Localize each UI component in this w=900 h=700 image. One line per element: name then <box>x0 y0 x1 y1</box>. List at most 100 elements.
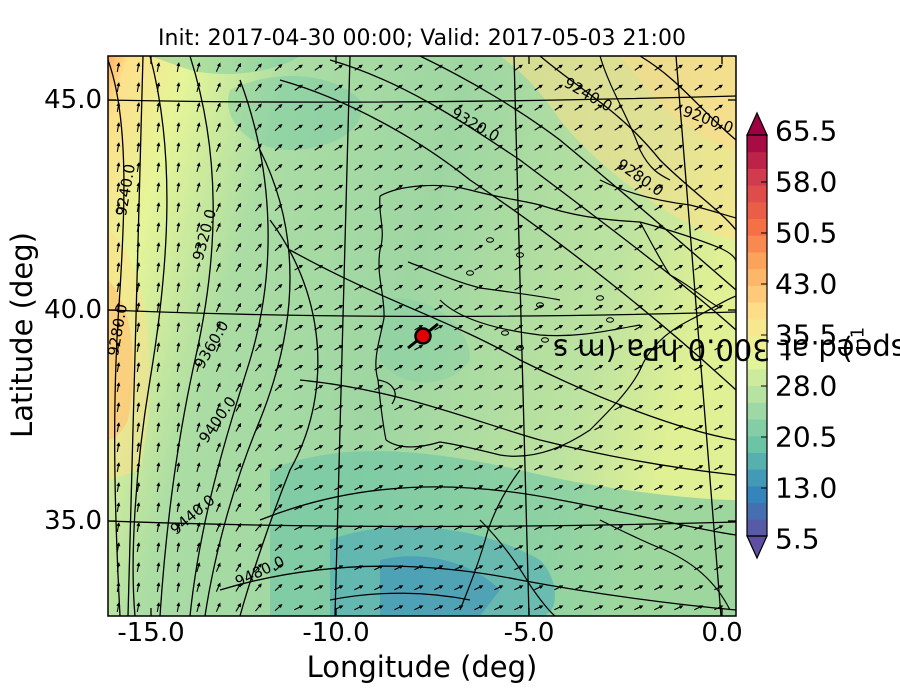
wind-arrow <box>594 385 604 391</box>
wind-arrow <box>634 144 644 151</box>
colorbar-bin <box>747 135 767 153</box>
wind-arrow <box>314 244 324 251</box>
wind-arrow <box>196 82 201 92</box>
wind-arrow <box>654 144 664 151</box>
wind-arrow <box>534 445 544 451</box>
wind-speed-patch <box>228 76 362 150</box>
wind-arrow <box>374 284 384 291</box>
colorbar-tick-label: 35.5 <box>775 318 838 352</box>
wind-arrow <box>274 143 283 152</box>
wind-arrow <box>215 362 221 372</box>
wind-arrow <box>614 284 624 291</box>
wind-arrow <box>274 403 283 412</box>
wind-arrow <box>294 545 304 551</box>
wind-arrow <box>255 283 262 292</box>
contour-line <box>219 565 736 611</box>
wind-arrow <box>156 82 161 93</box>
wind-arrow <box>554 184 564 191</box>
colorbar-bin <box>747 452 767 470</box>
wind-arrow <box>235 82 242 92</box>
wind-arrow <box>414 545 424 551</box>
lake-outline <box>541 337 549 343</box>
wind-arrow <box>156 242 161 253</box>
wind-arrow <box>274 563 283 572</box>
wind-arrow <box>614 164 624 171</box>
wind-arrow <box>196 542 201 552</box>
wind-arrow <box>634 84 643 91</box>
x-tick-label: 0.0 <box>701 618 743 648</box>
wind-arrow <box>434 184 444 191</box>
x-tick-label: -5.0 <box>503 618 555 648</box>
wind-arrow <box>215 522 221 532</box>
wind-arrow <box>574 84 583 91</box>
wind-arrow <box>255 583 262 592</box>
wind-arrow <box>454 385 464 391</box>
wind-arrow <box>514 224 524 231</box>
wind-arrow <box>534 84 543 91</box>
wind-arrow <box>394 284 404 291</box>
wind-arrow <box>494 405 504 411</box>
wind-arrow <box>394 465 404 471</box>
wind-arrow <box>294 605 304 611</box>
wind-arrow <box>116 262 121 273</box>
wind-arrow <box>314 84 323 91</box>
wind-arrow <box>454 545 464 551</box>
wind-arrow <box>674 365 684 371</box>
wind-arrow <box>394 64 403 71</box>
wind-arrow <box>694 324 704 331</box>
contour-line <box>239 219 319 616</box>
wind-arrow <box>215 442 221 452</box>
wind-arrow <box>314 204 324 211</box>
wind-arrow <box>694 605 704 611</box>
wind-arrow <box>674 385 684 391</box>
wind-arrow <box>494 605 504 611</box>
graticule-line <box>108 309 736 317</box>
wind-arrow <box>274 503 283 512</box>
wind-arrow <box>594 304 604 311</box>
wind-arrow <box>274 163 283 172</box>
wind-arrow <box>714 465 724 471</box>
wind-arrow <box>136 522 141 533</box>
wind-arrow <box>694 144 704 151</box>
wind-arrow <box>314 64 323 71</box>
wind-arrow <box>494 304 504 311</box>
wind-arrow <box>594 585 604 591</box>
wind-arrow <box>255 103 262 112</box>
wind-arrow <box>176 382 181 393</box>
wind-arrow <box>614 144 624 151</box>
wind-arrow <box>414 104 423 111</box>
wind-arrow <box>294 365 304 371</box>
wind-arrow <box>196 242 201 252</box>
wind-arrow <box>374 485 384 491</box>
wind-arrow <box>694 104 703 111</box>
wind-arrow <box>334 244 344 251</box>
wind-arrow <box>294 425 304 431</box>
wind-arrow <box>454 465 464 471</box>
wind-arrow <box>235 442 242 452</box>
wind-arrow <box>314 124 323 131</box>
wind-arrow <box>514 304 524 311</box>
lake-outline <box>606 317 614 323</box>
wind-arrow <box>654 445 664 451</box>
wind-arrow <box>394 565 404 571</box>
wind-arrow <box>116 282 121 293</box>
wind-arrow <box>274 323 283 332</box>
wind-arrow <box>454 304 464 311</box>
wind-arrow <box>634 244 644 251</box>
contour-line <box>289 249 736 441</box>
wind-arrow <box>116 482 121 493</box>
wind-arrow <box>334 585 344 591</box>
wind-arrow <box>614 304 624 311</box>
wind-arrow <box>235 302 242 312</box>
wind-arrow <box>474 345 484 351</box>
wind-arrow <box>116 162 121 173</box>
wind-arrow <box>235 342 242 352</box>
wind-arrow <box>414 485 424 491</box>
wind-arrow <box>714 385 724 391</box>
wind-arrow <box>274 483 283 492</box>
wind-arrow <box>534 304 544 311</box>
wind-arrow <box>334 324 344 331</box>
wind-arrow <box>176 482 181 493</box>
wind-arrow <box>614 345 624 351</box>
wind-arrow <box>514 525 524 531</box>
